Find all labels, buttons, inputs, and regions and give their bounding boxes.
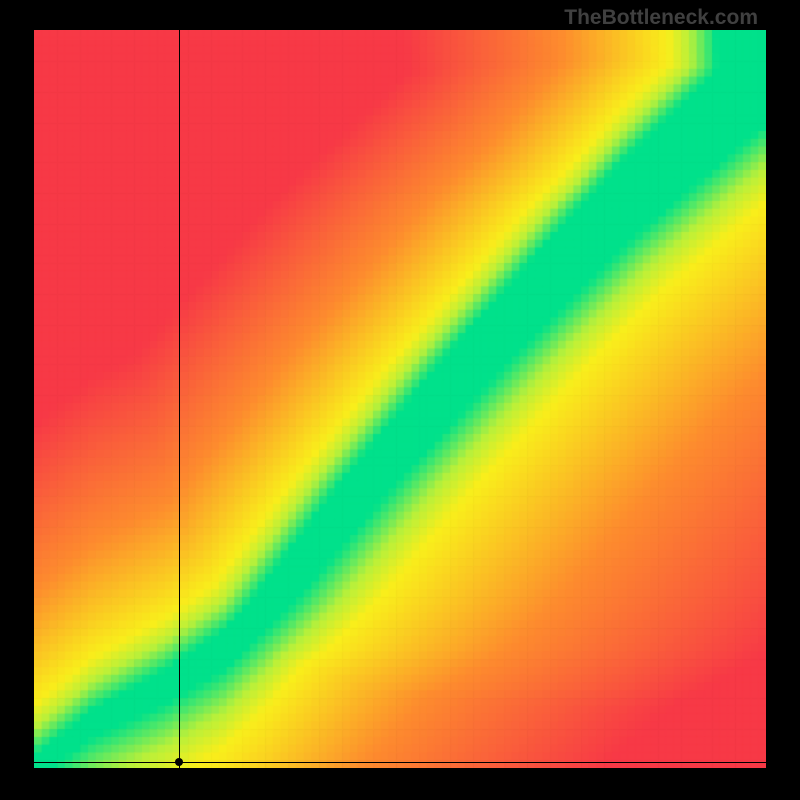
crosshair-vertical (179, 30, 180, 768)
marker-dot (175, 758, 183, 766)
heatmap-canvas (34, 30, 766, 768)
heatmap-plot (34, 30, 766, 768)
watermark-text: TheBottleneck.com (564, 6, 758, 30)
crosshair-horizontal (34, 762, 766, 763)
